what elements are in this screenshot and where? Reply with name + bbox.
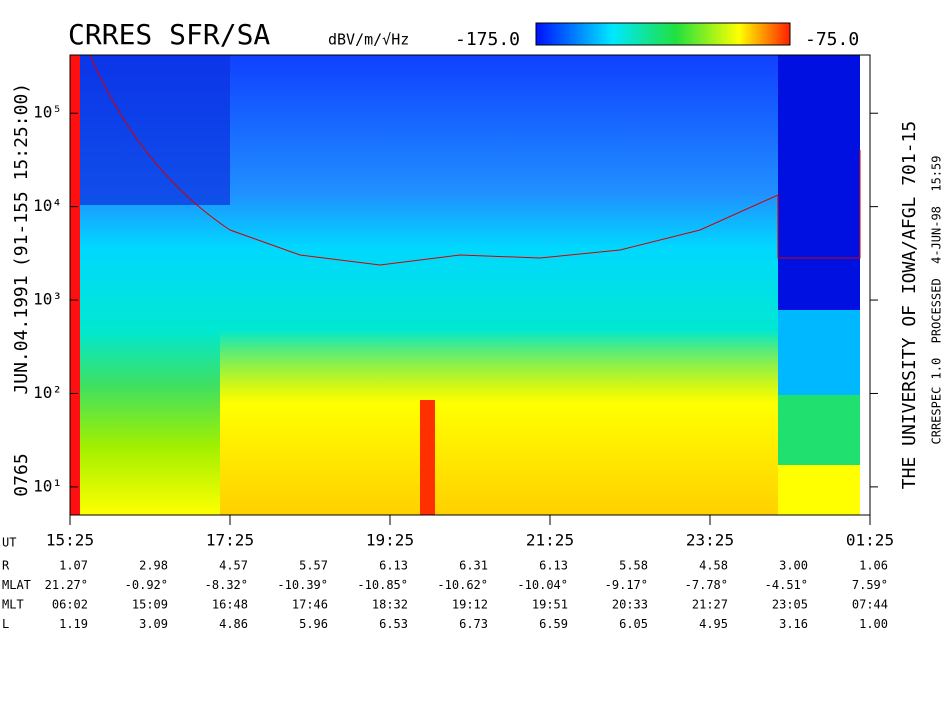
right-label: THE UNIVERSITY OF IOWA/AFGL 701-15	[899, 121, 920, 489]
ephemeris-value: 6.59	[539, 617, 568, 631]
ephemeris-value: -8.32°	[205, 578, 248, 592]
ephemeris-value: 6.53	[379, 617, 408, 631]
left-label: JUN.04.1991	[11, 275, 32, 394]
clim-max: -75.0	[805, 29, 859, 50]
x-tick-label: 19:25	[366, 531, 414, 550]
y-tick-label: 10⁵	[33, 103, 62, 122]
ephemeris-value: 18:32	[372, 598, 408, 612]
ephemeris-value: 7.59°	[852, 578, 888, 592]
right-label: CRRESPEC 1.0 PROCESSED 4-JUN-98 15:59	[930, 156, 944, 445]
ephemeris-value: 17:46	[292, 598, 328, 612]
ephemeris-value: 1.19	[59, 617, 88, 631]
ephemeris-value: 5.58	[619, 559, 648, 573]
x-tick-label: 23:25	[686, 531, 734, 550]
spectrogram	[70, 54, 861, 515]
ephemeris-value: 4.57	[219, 559, 248, 573]
ephemeris-value: 2.98	[139, 559, 168, 573]
ephemeris-value: 4.86	[219, 617, 248, 631]
y-tick-label: 10⁴	[33, 196, 62, 215]
row-label: L	[2, 617, 9, 631]
ephemeris-value: 21:27	[692, 598, 728, 612]
y-tick-label: 10²	[33, 383, 62, 402]
x-tick-label: 01:25	[846, 531, 894, 550]
ephemeris-value: 3.16	[779, 617, 808, 631]
x-tick-label: 17:25	[206, 531, 254, 550]
x-tick-label: 15:25	[46, 531, 94, 550]
ephemeris-value: 6.05	[619, 617, 648, 631]
ephemeris-value: -10.39°	[277, 578, 328, 592]
y-tick-label: 10³	[33, 290, 62, 309]
ephemeris-value: 5.57	[299, 559, 328, 573]
ephemeris-value: 1.06	[859, 559, 888, 573]
ephemeris-value: 16:48	[212, 598, 248, 612]
ephemeris-value: 21.27°	[45, 578, 88, 592]
ephemeris-value: 4.58	[699, 559, 728, 573]
ephemeris-value: -10.85°	[357, 578, 408, 592]
ephemeris-value: -10.04°	[517, 578, 568, 592]
ephemeris-value: 1.00	[859, 617, 888, 631]
ephemeris-value: 5.96	[299, 617, 328, 631]
units: dBV/m/√Hz	[328, 31, 409, 49]
ephemeris-value: -9.17°	[605, 578, 648, 592]
ephemeris-value: 6.13	[539, 559, 568, 573]
row-label: MLAT	[2, 578, 31, 592]
ephemeris-value: 19:12	[452, 598, 488, 612]
y-tick-label: 10¹	[33, 476, 62, 495]
ephemeris-value: 20:33	[612, 598, 648, 612]
left-label: 0765	[11, 453, 32, 496]
x-tick-label: 21:25	[526, 531, 574, 550]
ephemeris-value: 6.31	[459, 559, 488, 573]
colorbar	[535, 22, 791, 46]
ephemeris-value: 3.00	[779, 559, 808, 573]
ephemeris-value: -10.62°	[437, 578, 488, 592]
ephemeris-value: 3.09	[139, 617, 168, 631]
ephemeris-value: -7.78°	[685, 578, 728, 592]
ephemeris-value: 15:09	[132, 598, 168, 612]
ephemeris-value: 6.13	[379, 559, 408, 573]
plot-frame	[69, 54, 871, 516]
clim-min: -175.0	[455, 29, 520, 50]
ephemeris-value: -0.92°	[125, 578, 168, 592]
ephemeris-value: 19:51	[532, 598, 568, 612]
ephemeris-value: 4.95	[699, 617, 728, 631]
ephemeris-value: 23:05	[772, 598, 808, 612]
ephemeris-value: 07:44	[852, 598, 888, 612]
ephemeris-value: 06:02	[52, 598, 88, 612]
left-label: (91-155 15:25:00)	[11, 83, 32, 267]
row-label: UT	[2, 536, 16, 550]
row-label: MLT	[2, 598, 24, 612]
ephemeris-value: 6.73	[459, 617, 488, 631]
ephemeris-value: -4.51°	[765, 578, 808, 592]
ephemeris-value: 1.07	[59, 559, 88, 573]
title: CRRES SFR/SA	[68, 18, 270, 51]
row-label: R	[2, 559, 10, 573]
